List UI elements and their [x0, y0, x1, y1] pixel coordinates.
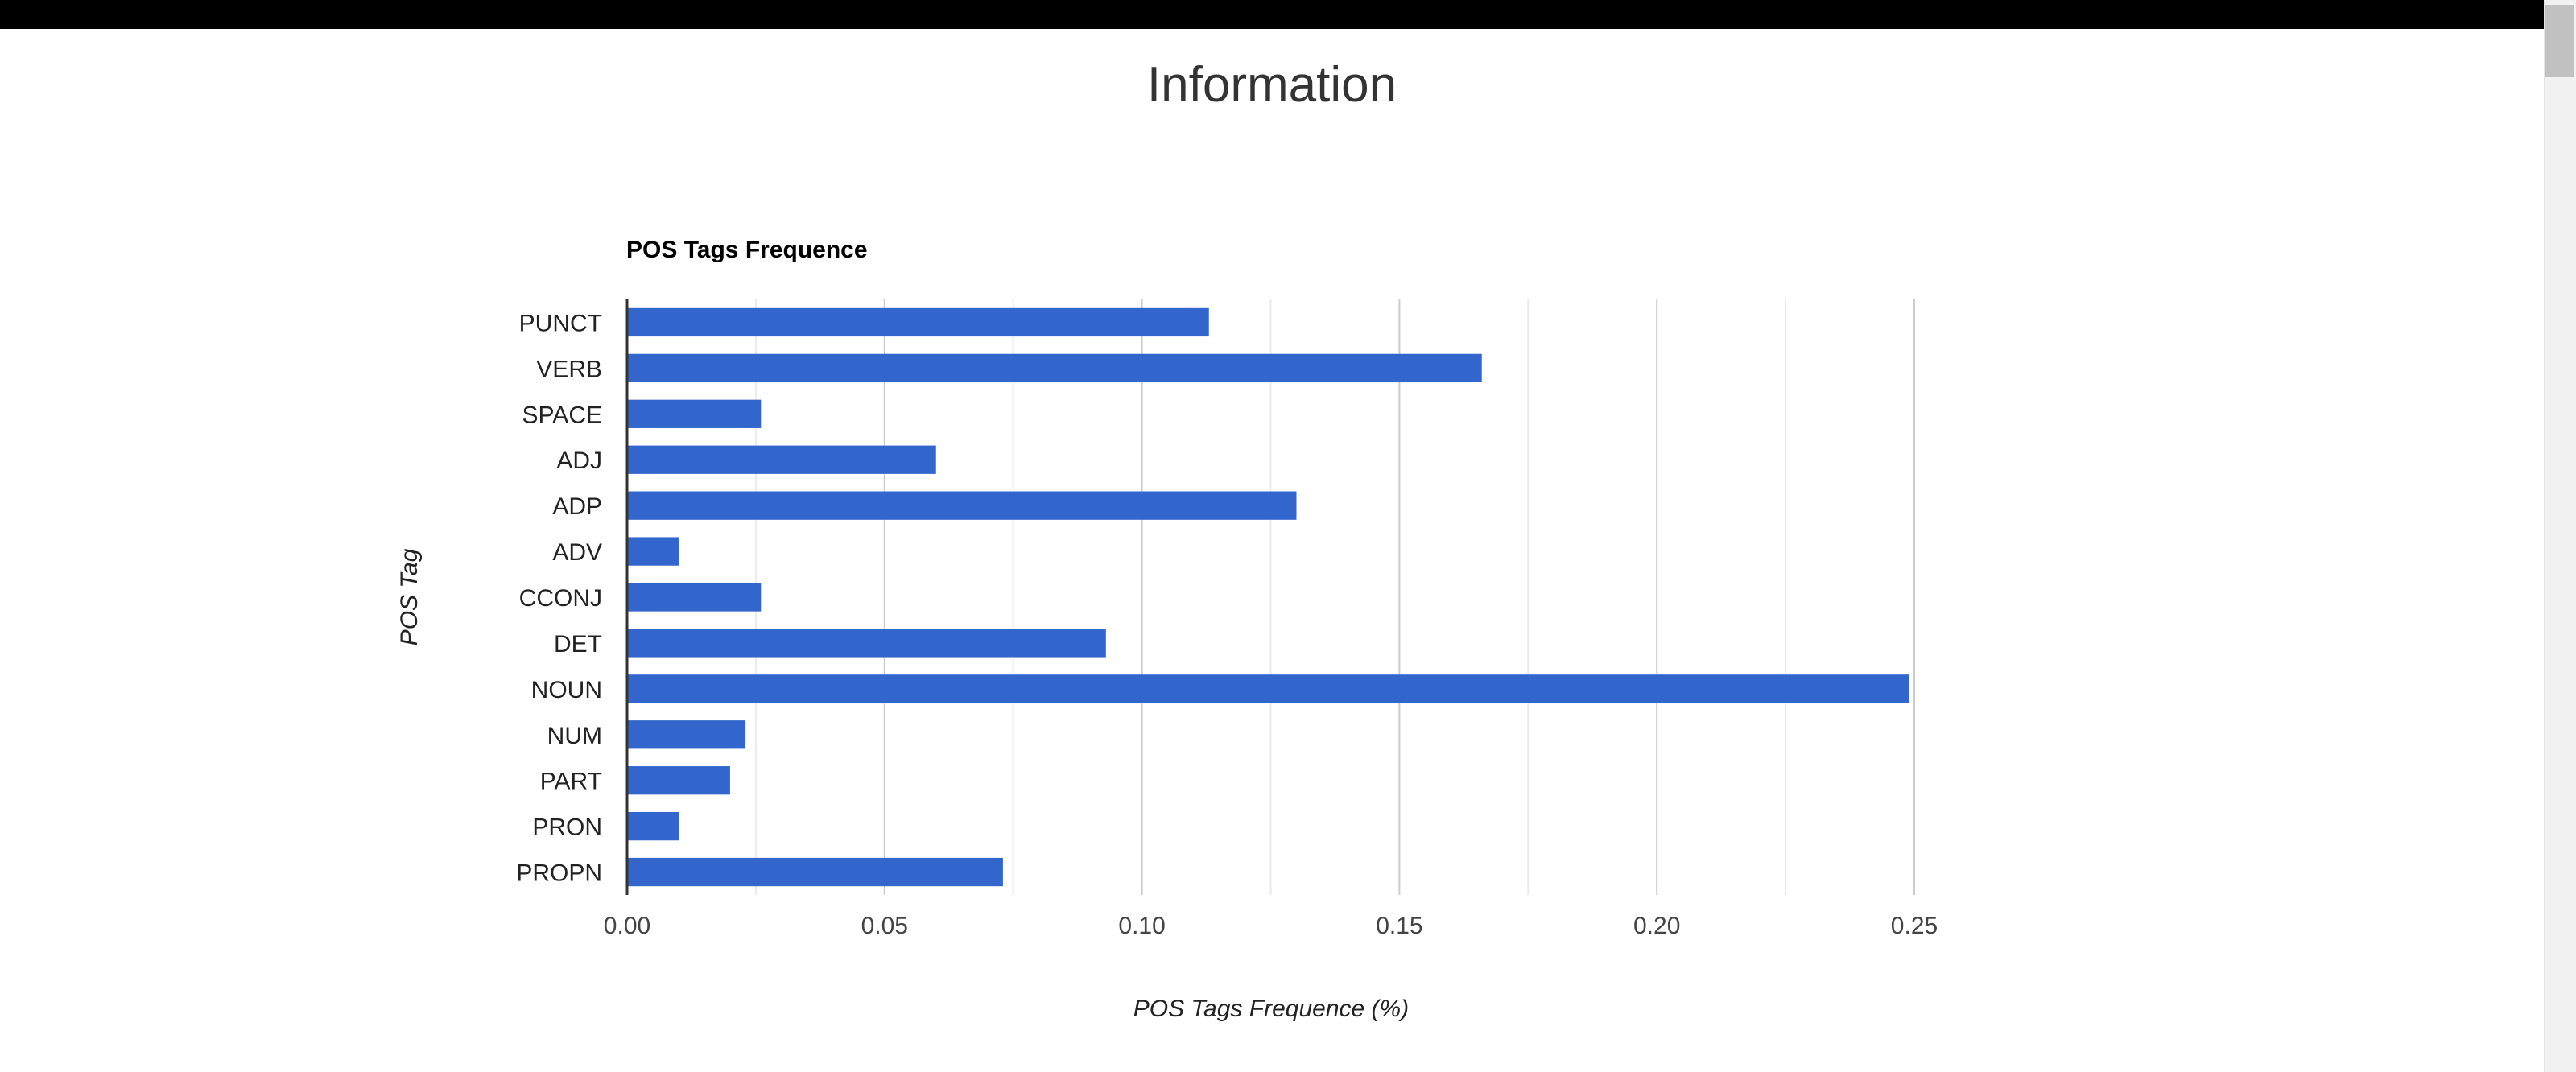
bar-noun[interactable] — [627, 674, 1909, 703]
bar-verb[interactable] — [627, 353, 1482, 383]
bar-adj[interactable] — [627, 445, 936, 474]
y-tick-label: PRON — [532, 814, 602, 841]
x-tick-label: 0.25 — [1891, 913, 1938, 939]
bar-punct[interactable] — [627, 307, 1209, 337]
bar-adp[interactable] — [627, 491, 1297, 520]
x-axis-title: POS Tags Frequence (%) — [1133, 996, 1409, 1022]
x-tick-label: 0.20 — [1633, 913, 1680, 939]
bars — [627, 307, 1909, 887]
y-tick-label: CCONJ — [519, 585, 602, 612]
y-tick-label: ADV — [552, 539, 602, 566]
bar-num[interactable] — [627, 720, 746, 749]
y-axis-title: POS Tag — [396, 548, 423, 645]
vertical-scrollbar[interactable] — [2544, 0, 2576, 1072]
y-tick-label: PART — [540, 769, 602, 795]
scrollbar-thumb[interactable] — [2545, 5, 2574, 77]
x-tick-label: 0.05 — [861, 913, 908, 939]
y-tick-label: PUNCT — [519, 310, 602, 336]
bar-cconj[interactable] — [627, 583, 762, 612]
x-tick-label: 0.15 — [1376, 913, 1422, 939]
page-title: Information — [1146, 57, 1397, 113]
y-tick-label: NUM — [547, 723, 602, 749]
x-tick-label: 0.10 — [1118, 913, 1165, 939]
x-tick-label: 0.00 — [604, 913, 650, 939]
page-content: Information — [0, 29, 2544, 1072]
bar-part[interactable] — [627, 766, 730, 795]
y-tick-label: DET — [554, 631, 602, 658]
y-tick-label: PROPN — [516, 860, 602, 887]
bar-space[interactable] — [627, 399, 762, 428]
y-tick-label: ADJ — [556, 447, 602, 474]
chart-title: POS Tags Frequence — [626, 237, 868, 263]
bar-pron[interactable] — [627, 811, 679, 841]
y-tick-label: ADP — [552, 493, 602, 520]
y-tick-label: SPACE — [522, 402, 602, 428]
y-tick-label: NOUN — [531, 677, 602, 703]
grid-lines — [754, 299, 1915, 895]
browser-top-bar — [0, 0, 2576, 29]
bar-adv[interactable] — [627, 537, 679, 566]
y-tick-label: VERB — [536, 356, 602, 382]
bar-propn[interactable] — [627, 857, 1003, 887]
axes: 0.00 0.05 0.10 0.15 0.20 0.25 PUNCT VERB SPACE AD… — [516, 299, 1938, 939]
bar-det[interactable] — [627, 629, 1106, 658]
